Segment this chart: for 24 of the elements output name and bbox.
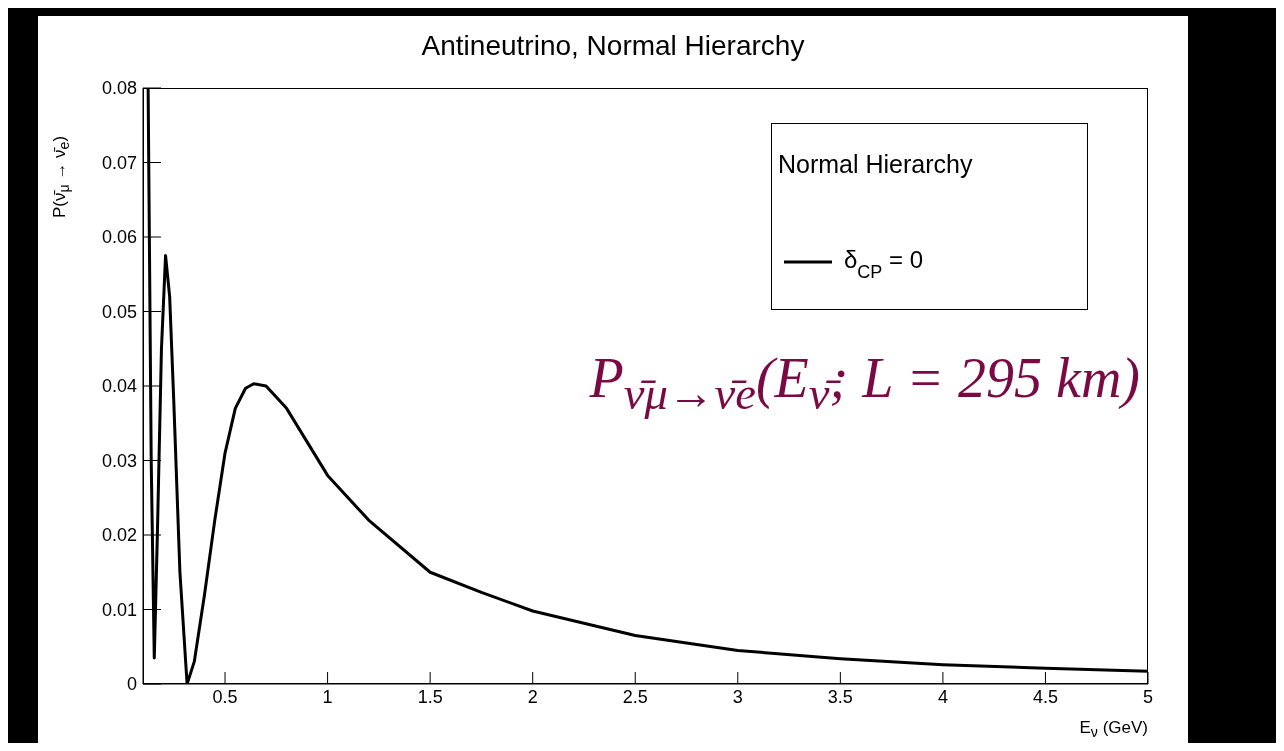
y-tick-label: 0 <box>126 674 137 695</box>
annotation: P$_{ν̄μ→ν̄e}$(E$_{ν̄}$; L = 295 km) <box>589 346 1140 421</box>
chart-title: Antineutrino, Normal Hierarchy <box>420 30 806 62</box>
x-tick-label: 1.5 <box>417 686 443 707</box>
x-tick-label: 5 <box>1142 686 1154 707</box>
y-tick-label: 0.07 <box>101 152 137 173</box>
y-tick-label: 0.02 <box>101 525 137 546</box>
x-tick-label: 4 <box>937 686 948 707</box>
x-tick-label: 0.5 <box>212 686 238 707</box>
y-tick-label: 0.01 <box>101 599 137 620</box>
x-tick-label: 4.5 <box>1032 686 1058 707</box>
y-tick-label: 0.03 <box>101 450 137 471</box>
x-axis-title: E$_{ν}$ (GeV) <box>1079 718 1148 741</box>
x-tick-label: 3 <box>732 686 743 707</box>
y-tick-label: 0.06 <box>101 227 137 248</box>
x-tick-label: 2.5 <box>622 686 648 707</box>
legend-title: Normal Hierarchy <box>778 150 973 179</box>
legend-label: δ$_{CP}$ = 0 <box>844 246 924 282</box>
x-tick-label: 3.5 <box>827 686 853 707</box>
y-tick-label: 0.05 <box>101 301 137 322</box>
y-tick-label: 0.08 <box>101 78 137 99</box>
x-tick-label: 2 <box>527 686 538 707</box>
x-tick-label: 1 <box>322 686 333 707</box>
y-tick-label: 0.04 <box>101 376 137 397</box>
